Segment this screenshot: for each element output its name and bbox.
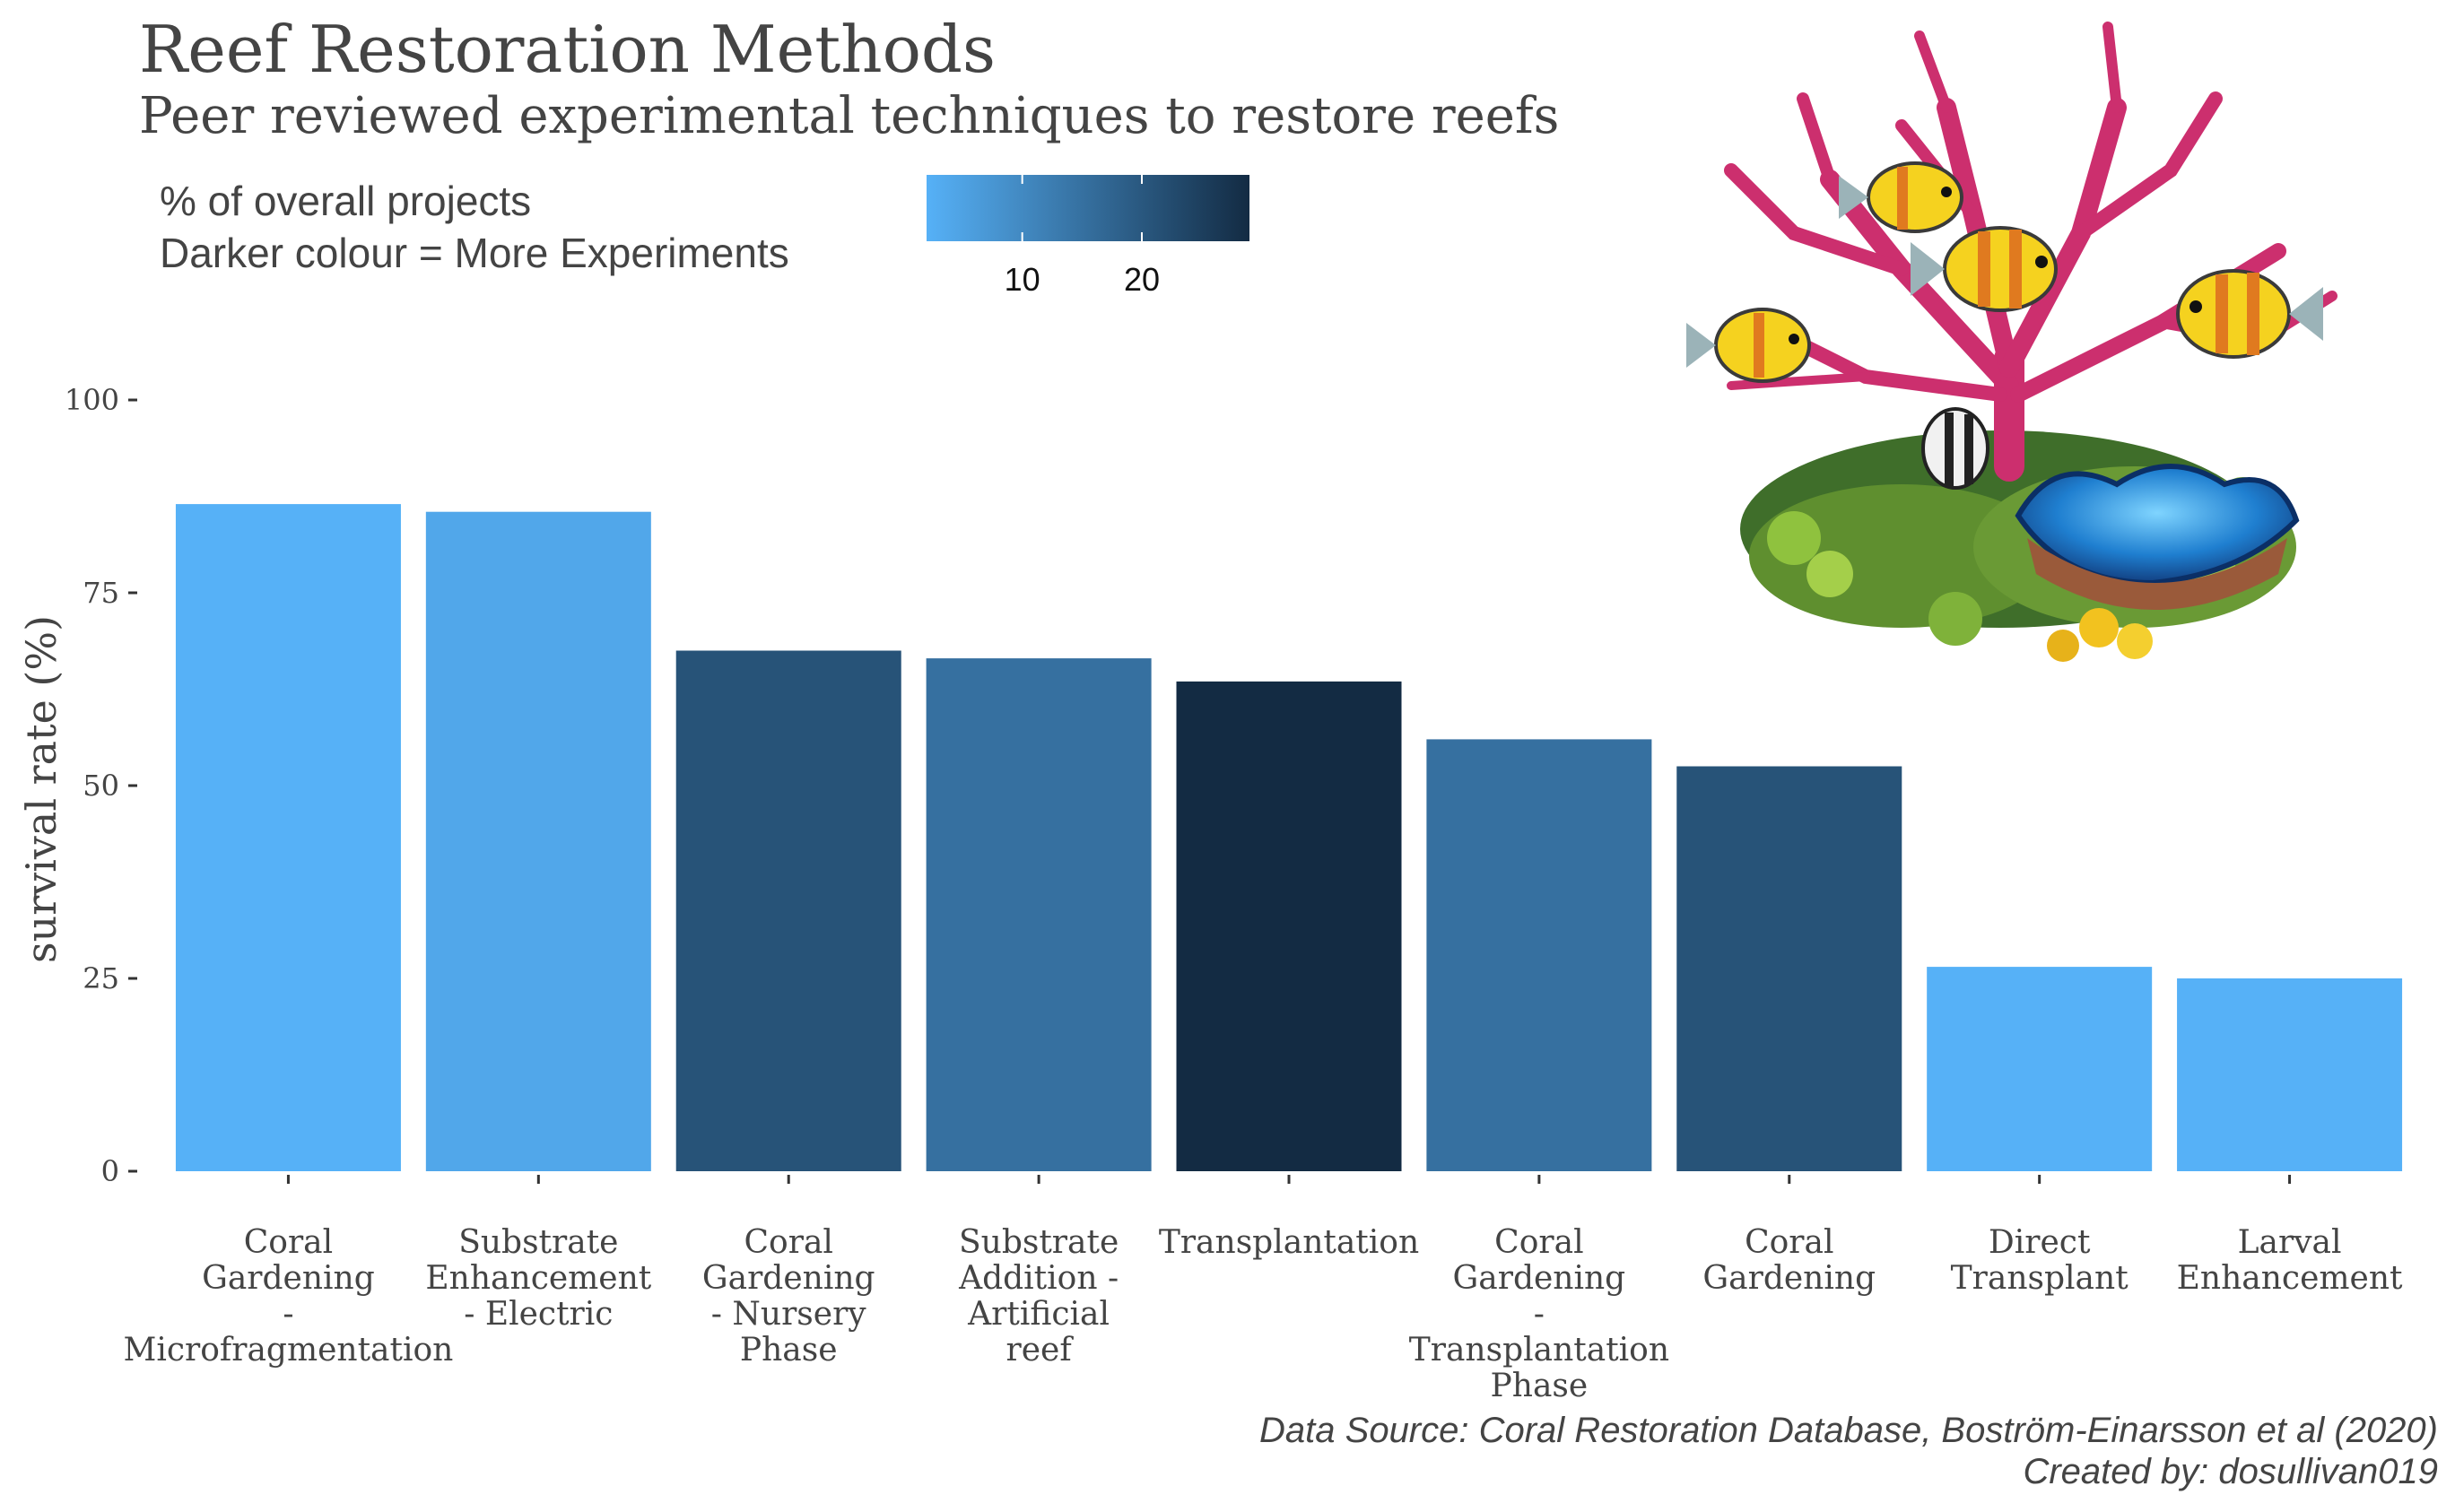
x-tick-label-line: Phase [1491, 1368, 1589, 1404]
x-tick-label-line: - Nursery [711, 1296, 866, 1333]
bar [926, 658, 1152, 1171]
legend-tick-label: 10 [1005, 261, 1040, 298]
x-tick-label-line: Transplantation [1159, 1224, 1419, 1261]
x-tick-label-line: Addition - [958, 1260, 1119, 1297]
x-tick-label-line: Microfragmentation [124, 1332, 454, 1369]
x-tick-label-line: Coral [244, 1224, 333, 1261]
x-tick-label-line: Coral [744, 1224, 833, 1261]
legend-ticks: 10 20 [1005, 175, 1160, 298]
x-tick-label-line: Substrate [959, 1224, 1119, 1261]
x-tick-label: Substrate Enhancement - Electric [425, 1224, 651, 1333]
bar [1176, 681, 1402, 1171]
coral-reef-illustration [1686, 22, 2337, 662]
bar [1676, 766, 1902, 1171]
x-tick-label-line: Coral [1494, 1224, 1583, 1261]
y-tick-label: 25 [83, 961, 119, 995]
x-tick-label-line: Gardening [1453, 1260, 1626, 1297]
caption-source: Data Source: Coral Restoration Database,… [1259, 1411, 2438, 1450]
x-tick-label-line: - [283, 1296, 293, 1333]
x-tick-label: Coral Gardening -Transplantation Phase [1409, 1224, 1669, 1404]
x-tick-label: Coral Gardening -Microfragmentation [124, 1224, 454, 1369]
x-tick-label: Coral Gardening [1702, 1224, 1876, 1297]
x-tick-label-line: Gardening [1702, 1260, 1876, 1297]
caption-credit: Created by: dosullivan019 [2023, 1452, 2438, 1491]
chart-title: Reef Restoration Methods [139, 12, 996, 87]
bar [2177, 978, 2403, 1171]
x-axis: Coral Gardening -MicrofragmentationSubstra… [124, 1175, 2403, 1404]
bar [1927, 967, 2153, 1171]
y-axis-label: survival rate (%) [17, 615, 65, 963]
legend-title-line: % of overall projects [160, 178, 531, 224]
x-tick-label: Larval Enhancement [2177, 1224, 2403, 1297]
legend-tick-label: 20 [1124, 261, 1160, 298]
x-tick-label-line: Enhancement [2177, 1260, 2403, 1297]
x-tick-label-line: Larval [2238, 1224, 2342, 1261]
x-tick-label-line: - Electric [464, 1296, 613, 1333]
legend: % of overall projects Darker colour = Mo… [160, 175, 1249, 298]
x-tick-label-line: Phase [740, 1332, 838, 1369]
y-tick-label: 75 [83, 576, 119, 610]
x-tick-label-line: Transplant [1951, 1260, 2129, 1297]
x-tick-label-line: Gardening [702, 1260, 875, 1297]
x-tick-label-line: Coral [1745, 1224, 1833, 1261]
bar [425, 511, 651, 1171]
x-tick-label-line: Transplantation [1409, 1332, 1669, 1369]
x-tick-label-line: Gardening [202, 1260, 375, 1297]
legend-title-line: Darker colour = More Experiments [160, 230, 789, 276]
x-tick-label-line: reef [1006, 1332, 1075, 1369]
y-tick-label: 50 [83, 769, 119, 803]
x-tick-label-line: Substrate [458, 1224, 618, 1261]
bar [1426, 739, 1652, 1171]
bar [175, 504, 401, 1171]
bars [175, 504, 2403, 1171]
x-tick-label: Direct Transplant [1951, 1224, 2129, 1297]
chart-subtitle: Peer reviewed experimental techniques to… [139, 87, 1559, 145]
x-tick-label: Coral Gardening - Nursery Phase [702, 1224, 875, 1369]
x-tick-label-line: Enhancement [425, 1260, 651, 1297]
y-axis: 0 25 50 75 100 [65, 383, 137, 1188]
legend-colorbar [927, 175, 1249, 241]
x-tick-label-line: Direct [1989, 1224, 2091, 1261]
x-tick-label-line: Artificial [967, 1296, 1110, 1333]
x-tick-label: Transplantation [1159, 1224, 1419, 1261]
y-tick-label: 100 [65, 383, 119, 417]
x-tick-label-line: - [1534, 1296, 1545, 1333]
bar [675, 650, 901, 1171]
y-tick-label: 0 [101, 1154, 119, 1188]
x-tick-label: Substrate Addition -Artificial reef [958, 1224, 1119, 1369]
